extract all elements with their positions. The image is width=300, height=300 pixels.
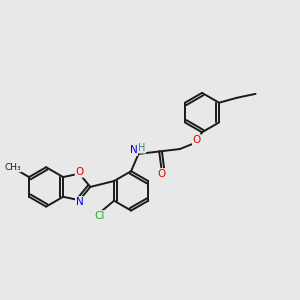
Text: CH₃: CH₃: [4, 163, 21, 172]
Text: Cl: Cl: [94, 211, 105, 221]
Text: N: N: [130, 146, 137, 155]
Text: O: O: [75, 167, 83, 177]
Text: H: H: [138, 143, 146, 153]
Text: N: N: [76, 197, 83, 207]
Text: O: O: [193, 135, 201, 145]
Text: O: O: [158, 169, 166, 178]
